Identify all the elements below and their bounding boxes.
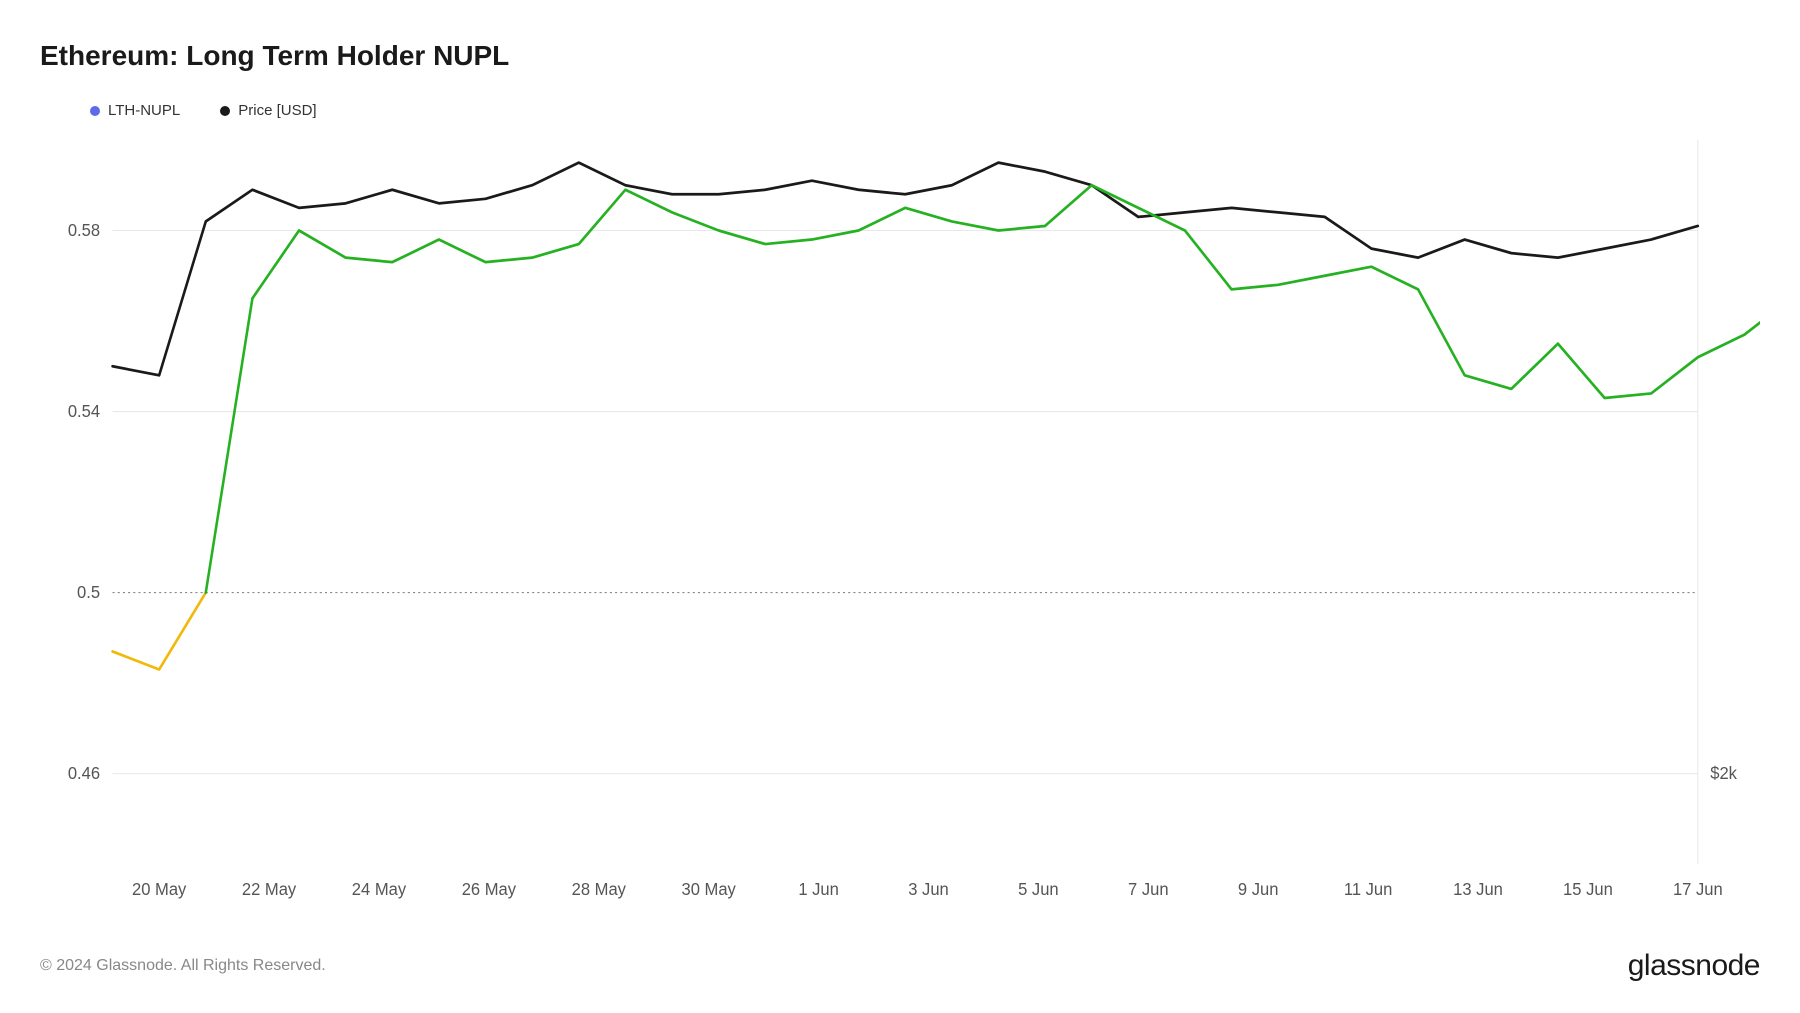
footer: © 2024 Glassnode. All Rights Reserved. g…	[40, 949, 1760, 983]
copyright-text: © 2024 Glassnode. All Rights Reserved.	[40, 957, 326, 975]
brand-logo: glassnode	[1628, 949, 1760, 983]
chart-title: Ethereum: Long Term Holder NUPL	[40, 40, 1760, 72]
svg-text:22 May: 22 May	[242, 879, 297, 899]
svg-text:$2k: $2k	[1710, 764, 1737, 784]
svg-text:20 May: 20 May	[132, 879, 187, 899]
legend-item-price: Price [USD]	[220, 102, 316, 119]
svg-text:15 Jun: 15 Jun	[1563, 879, 1613, 899]
svg-text:28 May: 28 May	[572, 879, 627, 899]
chart-svg: 0.46 0.5 0.54 0.58 $2k 20 May 22 May 24 May 26 M…	[40, 129, 1760, 919]
legend-label-price: Price [USD]	[238, 102, 316, 119]
legend: LTH-NUPL Price [USD]	[90, 102, 1760, 119]
chart-area: 0.46 0.5 0.54 0.58 $2k 20 May 22 May 24 May 26 M…	[40, 129, 1760, 919]
svg-text:9 Jun: 9 Jun	[1238, 879, 1279, 899]
svg-text:0.5: 0.5	[77, 583, 100, 603]
svg-text:26 May: 26 May	[462, 879, 517, 899]
legend-dot-price	[220, 106, 230, 116]
svg-text:5 Jun: 5 Jun	[1018, 879, 1059, 899]
svg-text:30 May: 30 May	[682, 879, 737, 899]
legend-label-nupl: LTH-NUPL	[108, 102, 180, 119]
svg-text:17 Jun: 17 Jun	[1673, 879, 1723, 899]
svg-text:1 Jun: 1 Jun	[798, 879, 839, 899]
svg-text:7 Jun: 7 Jun	[1128, 879, 1169, 899]
svg-text:11 Jun: 11 Jun	[1344, 879, 1393, 899]
svg-text:13 Jun: 13 Jun	[1453, 879, 1503, 899]
legend-dot-nupl	[90, 106, 100, 116]
svg-text:0.46: 0.46	[68, 764, 100, 784]
svg-text:24 May: 24 May	[352, 879, 407, 899]
svg-text:0.58: 0.58	[68, 221, 100, 241]
svg-text:0.54: 0.54	[68, 402, 100, 422]
legend-item-nupl: LTH-NUPL	[90, 102, 180, 119]
svg-text:3 Jun: 3 Jun	[908, 879, 949, 899]
